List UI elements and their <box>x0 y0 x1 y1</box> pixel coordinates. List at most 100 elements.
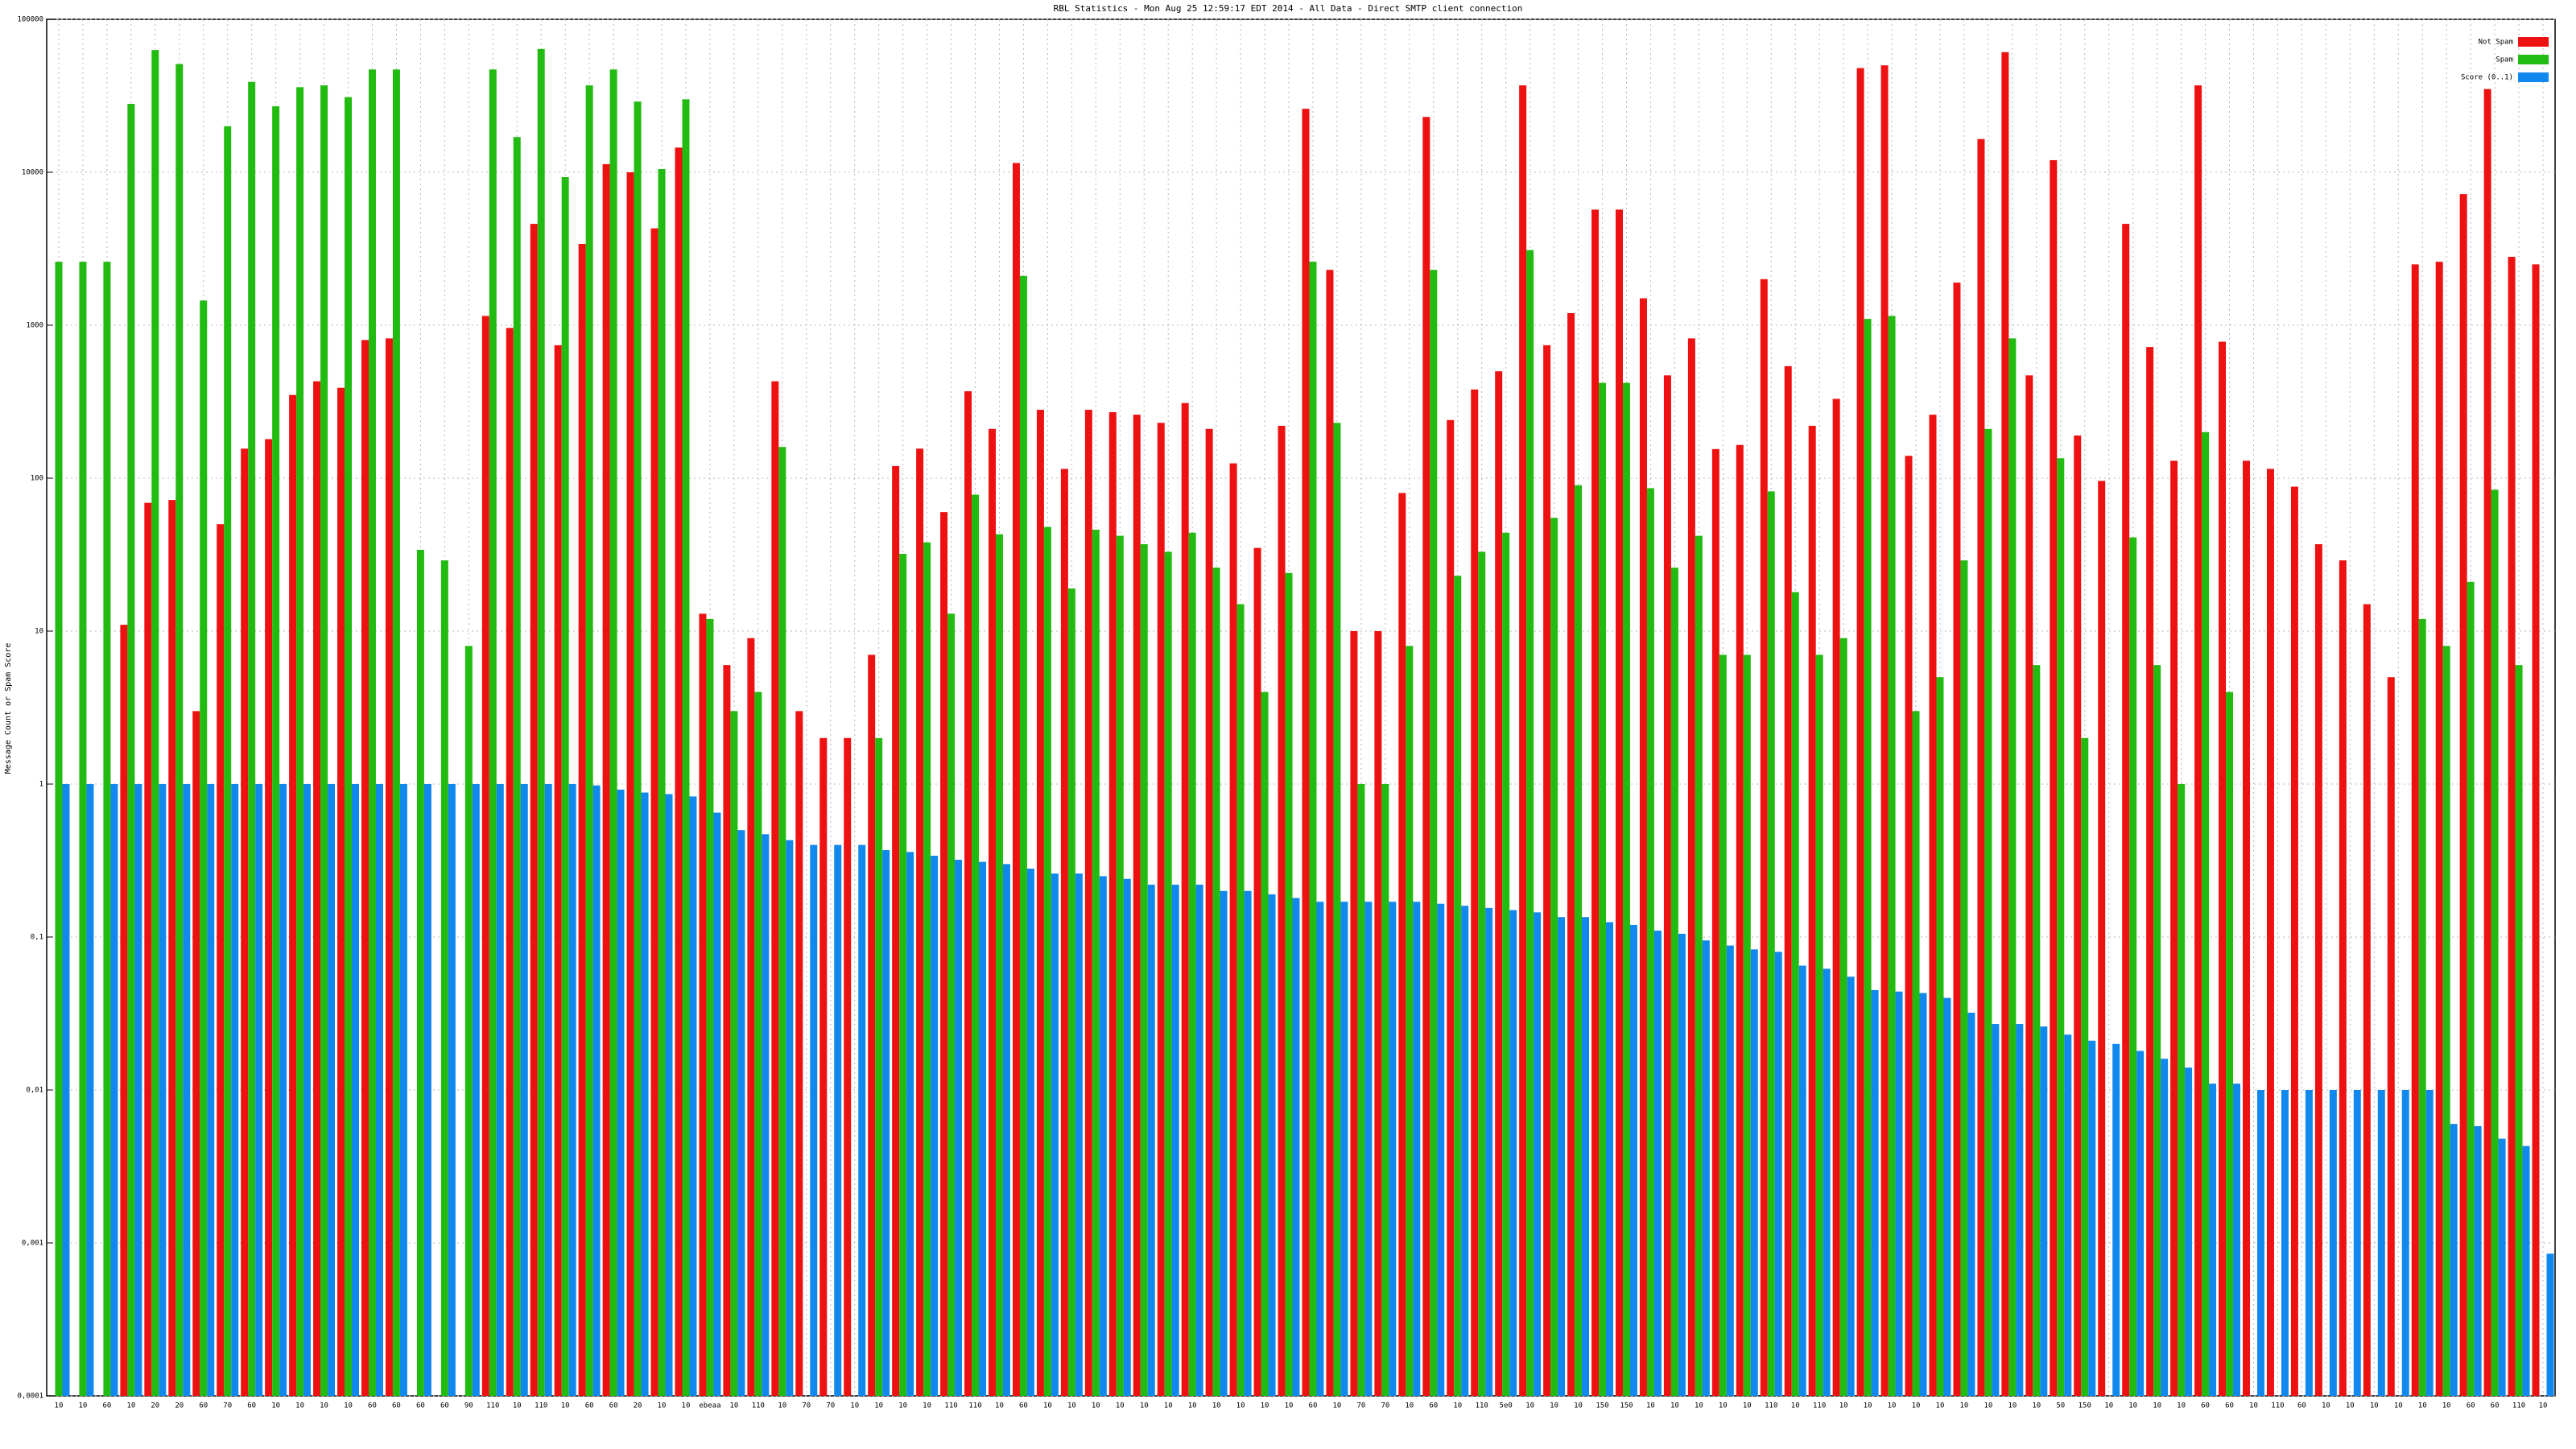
bar <box>1977 138 1985 1396</box>
y-tick-label: 10 <box>35 628 43 636</box>
y-tick-label: 100 <box>31 475 43 483</box>
x-tick-label: 70 <box>802 1402 811 1410</box>
x-tick-label: 10 <box>1043 1402 1052 1410</box>
bar <box>1092 530 1100 1397</box>
bar <box>602 163 610 1397</box>
x-tick-label: 50 <box>2056 1402 2065 1410</box>
x-tick-label: 10 <box>344 1402 353 1410</box>
x-tick-label: 10 <box>1261 1402 1269 1410</box>
bar <box>2450 1124 2458 1396</box>
bar <box>964 391 972 1396</box>
bar <box>1099 876 1107 1396</box>
x-tick-label: 10 <box>1888 1402 1897 1410</box>
bar <box>2515 665 2523 1396</box>
bar <box>2363 604 2371 1396</box>
bar <box>1750 949 1758 1396</box>
bar <box>2314 544 2322 1396</box>
x-tick-label: 10 <box>561 1402 570 1410</box>
bar <box>55 262 63 1397</box>
bar <box>320 85 328 1397</box>
bar <box>1550 518 1558 1397</box>
bar <box>1919 993 1927 1396</box>
bar <box>2256 1090 2264 1396</box>
bar <box>955 860 963 1396</box>
bar <box>1364 902 1373 1396</box>
bar <box>2129 537 2137 1396</box>
x-tick-label: ebeaa <box>699 1402 720 1410</box>
bar <box>2146 347 2154 1396</box>
x-tick-label: 60 <box>102 1402 111 1410</box>
bar <box>2122 224 2130 1396</box>
bar <box>1880 65 1889 1397</box>
y-tick-label: 0,1 <box>31 934 43 942</box>
bar <box>248 81 256 1396</box>
bar <box>1653 931 1662 1396</box>
bar <box>1374 631 1382 1396</box>
bar <box>1823 968 1831 1396</box>
x-tick-label: 10 <box>1116 1402 1125 1410</box>
bar <box>1929 415 1937 1397</box>
bar <box>2467 581 2475 1396</box>
bar <box>2185 1067 2193 1396</box>
x-tick-label: 60 <box>1429 1402 1438 1410</box>
bar <box>875 737 883 1396</box>
x-tick-label: 10 <box>1453 1402 1462 1410</box>
bar <box>1471 389 1479 1397</box>
bar <box>151 50 159 1397</box>
bar <box>2233 1084 2241 1396</box>
bar <box>617 789 625 1396</box>
bar <box>2033 665 2041 1396</box>
y-axis-label: Message Count or Spam Score <box>4 643 13 774</box>
bar <box>641 792 649 1396</box>
bar <box>296 87 304 1397</box>
bar <box>1629 924 1637 1396</box>
bar <box>2209 1084 2217 1396</box>
bar <box>1791 592 1799 1396</box>
bar <box>2088 1040 2096 1396</box>
bar <box>2411 264 2419 1397</box>
bar <box>1495 371 1503 1397</box>
bar <box>2266 469 2274 1396</box>
bar <box>868 654 876 1396</box>
x-tick-label: 60 <box>2491 1402 2500 1410</box>
x-tick-label: 10 <box>55 1402 64 1410</box>
bar <box>1067 588 1075 1396</box>
bar <box>2401 1090 2409 1396</box>
bar <box>1953 283 1961 1396</box>
x-tick-label: 10 <box>1164 1402 1173 1410</box>
bar <box>2001 52 2009 1396</box>
bar <box>1026 869 1034 1396</box>
bar <box>1326 270 1334 1396</box>
bar <box>2008 338 2017 1396</box>
x-tick-label: 150 <box>2079 1402 2091 1410</box>
bar <box>795 711 803 1396</box>
legend-swatch <box>2518 37 2549 47</box>
x-tick-label: 10 <box>1912 1402 1921 1410</box>
x-tick-label: 10 <box>850 1402 859 1410</box>
x-tick-label: 10 <box>1574 1402 1583 1410</box>
bar <box>585 85 593 1397</box>
bar <box>1567 312 1575 1396</box>
bar <box>1075 873 1083 1396</box>
x-tick-label: 10 <box>1092 1402 1100 1410</box>
bar <box>1509 910 1517 1396</box>
x-tick-label: 10 <box>1960 1402 1969 1410</box>
bar <box>1447 419 1455 1396</box>
x-tick-label: 70 <box>1381 1402 1389 1410</box>
x-tick-label: 20 <box>175 1402 184 1410</box>
x-tick-label: 10 <box>513 1402 522 1410</box>
x-tick-label: 10 <box>2153 1402 2161 1410</box>
bar <box>1268 894 1276 1396</box>
bar <box>1350 631 1358 1396</box>
bar <box>1905 456 1913 1397</box>
bar <box>1984 428 1992 1396</box>
bar <box>530 224 538 1396</box>
y-tick-label: 0,0001 <box>17 1393 43 1401</box>
x-tick-label: 110 <box>2271 1402 2284 1410</box>
bar <box>2057 458 2065 1396</box>
bar <box>337 387 345 1396</box>
bar <box>995 534 1003 1396</box>
bar <box>1736 444 1744 1397</box>
bar <box>979 861 987 1396</box>
x-tick-label: 10 <box>320 1402 328 1410</box>
